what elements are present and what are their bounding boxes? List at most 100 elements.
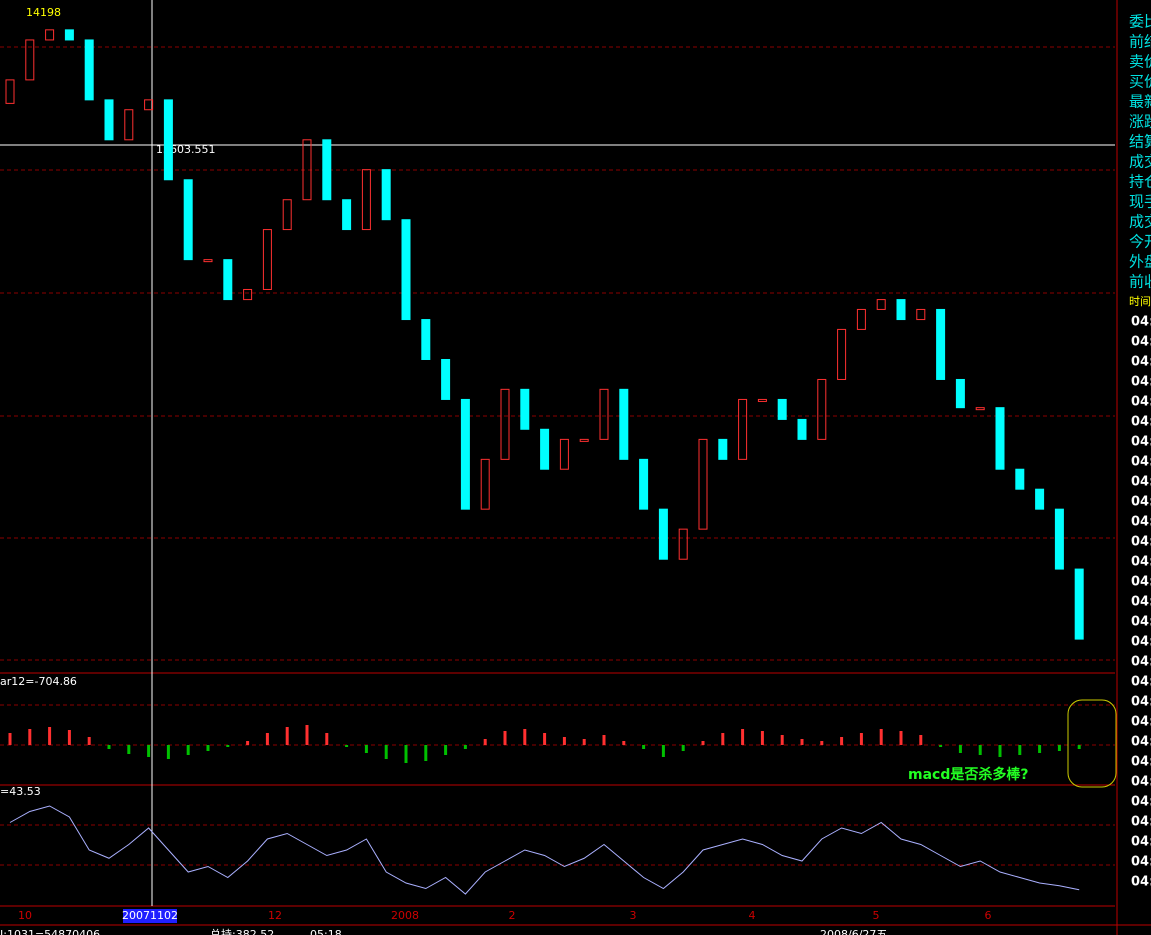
candle-up bbox=[203, 259, 213, 263]
sidebar-item: 卖价 bbox=[1129, 53, 1151, 71]
highlight-ring bbox=[1067, 699, 1117, 788]
candle-down bbox=[183, 179, 193, 261]
status-item: 2008/6/27五 bbox=[820, 928, 887, 935]
x-label: 3 bbox=[630, 909, 637, 922]
annotation: macd是否杀多棒? bbox=[908, 766, 1028, 783]
date-highlight bbox=[123, 909, 177, 923]
x-label: 10 bbox=[18, 909, 32, 922]
candle-down bbox=[342, 199, 352, 231]
time-row: 04: bbox=[1131, 335, 1151, 350]
time-row: 04: bbox=[1131, 755, 1151, 770]
time-row: 04: bbox=[1131, 595, 1151, 610]
candle-up bbox=[975, 407, 985, 411]
status-item: 总持:382.52 bbox=[210, 927, 274, 935]
x-label: 12 bbox=[268, 909, 282, 922]
time-row: 04: bbox=[1131, 875, 1151, 890]
time-row: 04: bbox=[1131, 555, 1151, 570]
time-row: 04: bbox=[1131, 355, 1151, 370]
x-label: 20071102 bbox=[122, 909, 178, 922]
candle-up bbox=[25, 39, 35, 81]
x-label: 2 bbox=[509, 909, 516, 922]
sidebar-item: 结算 bbox=[1129, 133, 1151, 151]
time-row: 04: bbox=[1131, 835, 1151, 850]
x-label: 4 bbox=[749, 909, 756, 922]
candle-down bbox=[1035, 488, 1045, 510]
x-label: 2008 bbox=[391, 909, 419, 922]
candle-up bbox=[282, 199, 292, 231]
time-row: 04: bbox=[1131, 455, 1151, 470]
time-header: 时间 bbox=[1129, 295, 1151, 308]
candle-down bbox=[797, 418, 807, 440]
time-row: 04: bbox=[1131, 435, 1151, 450]
time-row: 04: bbox=[1131, 695, 1151, 710]
candle-down bbox=[995, 407, 1005, 470]
candle-down bbox=[955, 378, 965, 409]
candle-down bbox=[421, 319, 431, 360]
time-row: 04: bbox=[1131, 415, 1151, 430]
candle-down bbox=[223, 259, 233, 301]
sidebar-item: 成交 bbox=[1129, 213, 1151, 231]
candle-down bbox=[441, 358, 451, 400]
time-row: 04: bbox=[1131, 735, 1151, 750]
candle-up bbox=[599, 388, 609, 440]
candle-up bbox=[856, 308, 866, 330]
candle-up bbox=[124, 109, 134, 141]
time-row: 04: bbox=[1131, 535, 1151, 550]
indicator-line bbox=[9, 805, 1080, 895]
candle-up bbox=[916, 308, 926, 321]
sidebar-item: 现手 bbox=[1129, 193, 1151, 211]
candle-down bbox=[619, 388, 629, 460]
candle-down bbox=[460, 398, 470, 510]
sidebar-item: 委比 bbox=[1129, 13, 1151, 31]
sidebar-item: 买价 bbox=[1129, 73, 1151, 91]
time-row: 04: bbox=[1131, 855, 1151, 870]
sidebar-item: 成交 bbox=[1129, 153, 1151, 171]
candle-up bbox=[361, 169, 371, 231]
candle-up bbox=[500, 388, 510, 460]
candle-up bbox=[559, 438, 569, 470]
time-row: 04: bbox=[1131, 375, 1151, 390]
candle-up bbox=[817, 378, 827, 440]
x-label: 5 bbox=[873, 909, 880, 922]
candle-up bbox=[837, 328, 847, 380]
sidebar-item: 前收 bbox=[1129, 273, 1151, 291]
time-row: 04: bbox=[1131, 575, 1151, 590]
candle-down bbox=[639, 458, 649, 510]
candle-up bbox=[757, 398, 767, 402]
candle-down bbox=[104, 99, 114, 141]
candle-down bbox=[1054, 508, 1064, 570]
candle-down bbox=[1074, 568, 1084, 640]
status-item: 05:18 bbox=[310, 928, 342, 935]
time-row: 04: bbox=[1131, 655, 1151, 670]
candle-up bbox=[698, 438, 708, 530]
sidebar-item: 涨跌 bbox=[1129, 113, 1151, 131]
status-item: I:1031=54870406 bbox=[0, 928, 100, 935]
candle-down bbox=[163, 99, 173, 181]
candle-up bbox=[480, 458, 490, 510]
candle-down bbox=[777, 398, 787, 420]
time-row: 04: bbox=[1131, 495, 1151, 510]
time-row: 04: bbox=[1131, 675, 1151, 690]
candle-up bbox=[579, 438, 589, 442]
time-row: 04: bbox=[1131, 515, 1151, 530]
time-row: 04: bbox=[1131, 795, 1151, 810]
candle-down bbox=[322, 139, 332, 201]
macd-label: ar12=-704.86 bbox=[0, 675, 77, 688]
sidebar-item: 前结 bbox=[1129, 33, 1151, 51]
candle-up bbox=[876, 299, 886, 310]
sidebar-item: 外盘 bbox=[1129, 253, 1151, 271]
candle-up bbox=[5, 79, 15, 104]
time-row: 04: bbox=[1131, 315, 1151, 330]
candle-down bbox=[520, 388, 530, 430]
candle-up bbox=[45, 29, 55, 41]
sidebar-item: 持仓 bbox=[1129, 173, 1151, 191]
time-row: 04: bbox=[1131, 815, 1151, 830]
candle-up bbox=[738, 398, 748, 460]
candle-up bbox=[243, 288, 253, 301]
candle-down bbox=[84, 39, 94, 101]
indicator-label: =43.53 bbox=[0, 785, 41, 798]
time-row: 04: bbox=[1131, 615, 1151, 630]
